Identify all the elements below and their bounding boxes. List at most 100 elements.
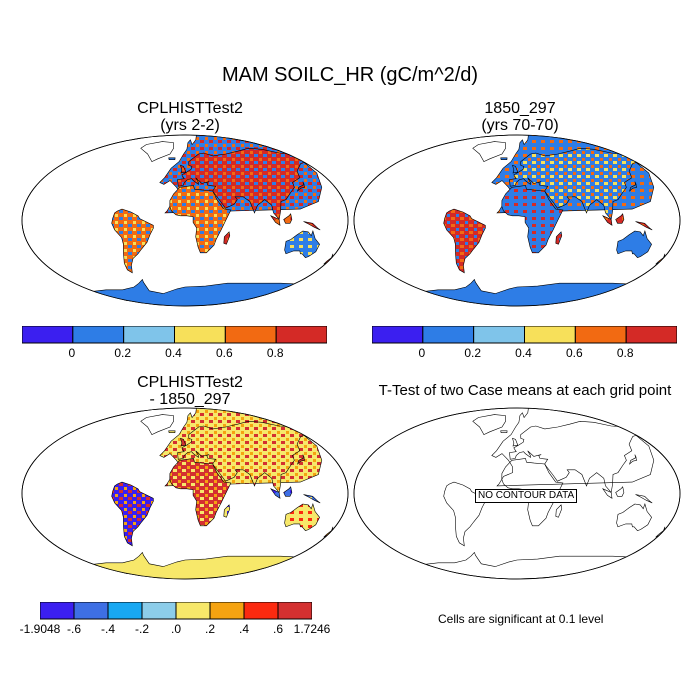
colorbar-tick-label: 0 [68,346,76,360]
colorbar-case2 [372,326,677,344]
colorbar-tick-label: .2 [204,622,216,636]
madagascar-coastline [223,231,231,245]
colorbar-swatch [123,326,175,344]
colorbar-tick-label: 0.6 [215,346,233,360]
borneo-coastline [283,213,293,224]
sumatra-coastline [602,488,613,499]
panel2-title: 1850_297 (yrs 70-70) [370,100,670,134]
new-guinea-coastline [303,221,321,231]
australia-coastline [616,503,652,531]
map-frame [353,134,681,307]
colorbar-tick-label: 0 [418,346,426,360]
map-panel-case1 [21,134,349,307]
map-frame [21,134,349,307]
panel1-title-line1: CPLHISTTest2 [137,100,243,117]
new-guinea-coastline [635,221,653,231]
panel3-title: CPLHISTTest2 - 1850_297 [40,374,340,408]
greenland-coastline [472,414,506,435]
greenland-coastline [140,414,174,435]
panel3-title-line1: CPLHISTTest2 [137,374,243,391]
colorbar-tick-label: -.4 [100,622,116,636]
greenland-coastline [472,141,506,162]
great-britain-coastline [512,437,519,447]
figure-title: MAM SOILC_HR (gC/m^2/d) [221,64,479,86]
no-contour-data-label: NO CONTOUR DATA [475,489,578,503]
panel1-title: CPLHISTTest2 (yrs 2-2) [40,100,340,134]
colorbar-tick-label: 0.2 [464,346,481,360]
south-america-coastline [443,208,486,274]
colorbar-swatch [524,326,576,344]
south-america-coastline [443,481,486,547]
eurasia-coastline [509,420,645,494]
japan-coastline [297,454,306,465]
colorbar-swatch [175,602,211,620]
panel3-title-line2: - 1850_297 [149,391,231,408]
iceland-coastline [500,430,508,433]
panel2-title-line1: 1850_297 [484,100,556,117]
colorbar-tick-label: 0.2 [114,346,131,360]
map-frame [21,407,349,580]
south-america-coastline [111,481,154,547]
colorbar-tick-label: 0.4 [515,346,532,360]
colorbar-swatch [209,602,245,620]
borneo-coastline [283,486,293,497]
significance-note: Cells are significant at 0.1 level [438,612,604,626]
borneo-coastline [615,213,625,224]
japan-coastline [297,181,306,192]
africa-coastline [169,458,232,527]
eurasia-coastline [177,147,313,221]
colorbar-swatch [372,326,424,344]
madagascar-coastline [223,504,231,518]
great-britain-coastline [180,164,187,174]
colorbar-case1 [22,326,327,344]
colorbar-swatch [243,602,279,620]
colorbar-swatch [107,602,143,620]
colorbar-swatch [473,326,525,344]
colorbar-difference [40,602,312,620]
colorbar-tick-label: .6 [272,622,284,636]
map-panel-case2 [353,134,681,307]
sumatra-coastline [270,215,281,226]
africa-coastline [501,458,564,527]
south-america-coastline [111,208,154,274]
colorbar-swatch [40,602,75,620]
eurasia-coastline [177,420,313,494]
colorbar-swatch [174,326,226,344]
colorbar-tick-label: 0.8 [616,346,634,360]
greenland-coastline [140,141,174,162]
iceland-coastline [168,430,176,433]
africa-coastline [169,185,232,254]
colorbar-tick-label: -1.9048 [19,622,61,636]
australia-coastline [616,230,652,258]
new-guinea-coastline [303,494,321,504]
colorbar-swatch [72,326,125,344]
north-america-coastline [491,408,655,487]
map-frame [353,407,681,580]
colorbar-swatch [574,326,627,344]
colorbar-tick-label: -.6 [66,622,82,636]
colorbar-swatch [141,602,177,620]
colorbar-swatch [73,602,109,620]
borneo-coastline [615,486,625,497]
colorbar-swatch [224,326,277,344]
panel4-title: T-Test of two Case means at each grid po… [378,382,672,399]
colorbar-tick-label: 0.4 [165,346,182,360]
map-panel-difference [21,407,349,580]
colorbar-swatch [22,326,74,344]
colorbar-swatch [625,326,677,344]
madagascar-coastline [555,504,563,518]
panel2-title-line2: (yrs 70-70) [481,117,559,134]
sumatra-coastline [602,215,613,226]
colorbar-tick-label: 1.7246 [293,622,331,636]
colorbar-swatch [275,326,327,344]
japan-coastline [629,181,638,192]
madagascar-coastline [555,231,563,245]
australia-coastline [284,503,320,531]
japan-coastline [629,454,638,465]
iceland-coastline [500,157,508,160]
great-britain-coastline [180,437,187,447]
colorbar-tick-label: 0.8 [266,346,284,360]
colorbar-swatch [277,602,312,620]
panel1-title-line2: (yrs 2-2) [160,117,220,134]
australia-coastline [284,230,320,258]
